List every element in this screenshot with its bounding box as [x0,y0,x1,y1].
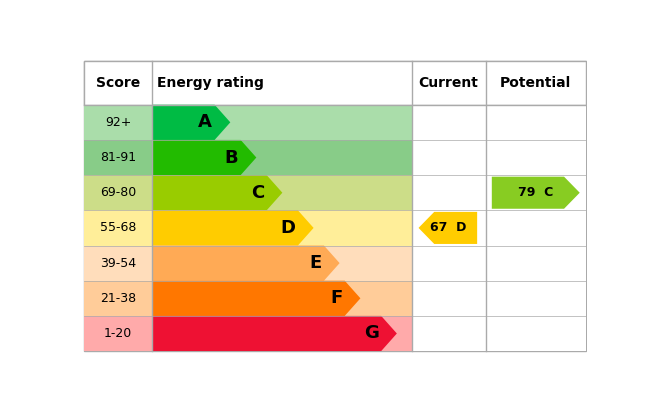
Polygon shape [492,177,580,209]
Text: 1-20: 1-20 [104,327,132,340]
Polygon shape [419,212,477,244]
Text: E: E [309,254,321,272]
Bar [84,175,153,210]
Bar [84,61,585,105]
Text: 79  C: 79 C [518,186,554,199]
Polygon shape [153,140,256,175]
Text: A: A [198,113,212,131]
Text: 67  D: 67 D [430,222,466,234]
Bar [153,316,413,351]
Bar [84,316,153,351]
Text: 92+: 92+ [105,116,131,129]
Bar [84,245,153,281]
Bar [84,281,153,316]
Text: 69-80: 69-80 [100,186,136,199]
Text: Score: Score [96,76,140,90]
Text: Energy rating: Energy rating [157,76,264,90]
Polygon shape [153,210,314,245]
Bar [413,105,585,351]
Text: Current: Current [418,76,478,90]
Bar [84,210,153,245]
Text: C: C [251,184,264,202]
Text: Potential: Potential [500,76,571,90]
Polygon shape [153,281,361,316]
Bar [153,245,413,281]
Polygon shape [153,175,282,210]
Text: D: D [280,219,295,237]
Text: G: G [364,324,379,343]
Text: F: F [330,289,342,307]
Bar [153,140,413,175]
Text: 81-91: 81-91 [100,151,136,164]
Text: 21-38: 21-38 [100,292,136,305]
Text: 55-68: 55-68 [100,222,136,234]
Bar [84,105,153,140]
Bar [153,210,413,245]
Polygon shape [153,316,397,351]
Bar [153,281,413,316]
Polygon shape [153,245,340,281]
Polygon shape [153,105,230,140]
Text: 39-54: 39-54 [100,257,136,270]
Bar [153,175,413,210]
Bar [84,140,153,175]
Text: B: B [224,149,238,166]
Bar [153,105,413,140]
